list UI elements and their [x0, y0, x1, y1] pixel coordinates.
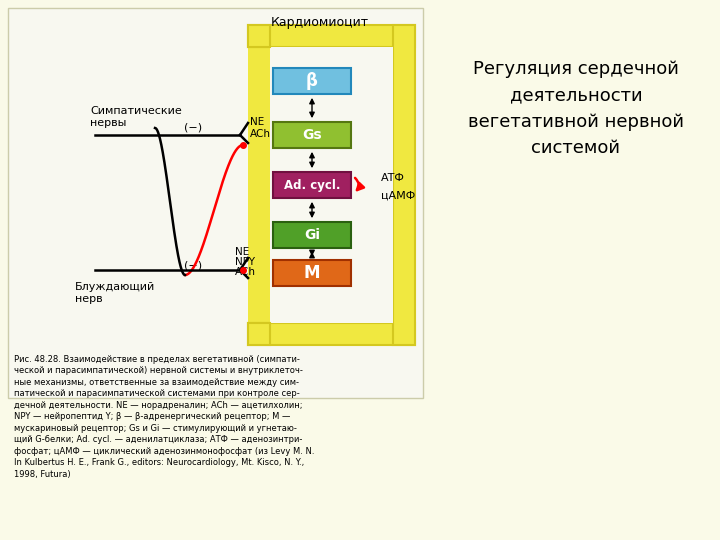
Text: Регуляция сердечной
деятельности
вегетативной нервной
системой: Регуляция сердечной деятельности вегетат… [468, 60, 684, 157]
Text: NE: NE [250, 117, 264, 127]
Text: NPY: NPY [235, 257, 255, 267]
FancyBboxPatch shape [273, 222, 351, 248]
Text: β: β [306, 72, 318, 90]
Polygon shape [248, 323, 415, 345]
FancyBboxPatch shape [273, 172, 351, 198]
Polygon shape [248, 25, 415, 47]
Text: ACh: ACh [235, 267, 256, 277]
Text: (−): (−) [184, 260, 202, 270]
FancyBboxPatch shape [273, 260, 351, 286]
Text: NE: NE [235, 247, 249, 257]
FancyBboxPatch shape [273, 68, 351, 94]
Text: ACh: ACh [250, 129, 271, 139]
Text: Gi: Gi [304, 228, 320, 242]
Text: Кардиомиоцит: Кардиомиоцит [271, 16, 369, 29]
Text: Симпатические
нервы: Симпатические нервы [90, 106, 181, 127]
Text: (−): (−) [184, 122, 202, 132]
FancyBboxPatch shape [8, 8, 423, 398]
Polygon shape [248, 323, 270, 345]
Text: Блуждающий
нерв: Блуждающий нерв [75, 282, 156, 303]
Text: АТФ: АТФ [381, 173, 405, 183]
Text: Ad. cycl.: Ad. cycl. [284, 179, 341, 192]
Polygon shape [248, 47, 393, 323]
Text: Рис. 48.28. Взаимодействие в пределах вегетативной (симпати-
ческой и парасимпат: Рис. 48.28. Взаимодействие в пределах ве… [14, 355, 315, 478]
Text: M: M [304, 264, 320, 282]
Text: Gs: Gs [302, 128, 322, 142]
FancyBboxPatch shape [273, 122, 351, 148]
Polygon shape [393, 25, 415, 345]
Polygon shape [270, 47, 393, 323]
Polygon shape [248, 25, 270, 47]
FancyArrowPatch shape [355, 178, 364, 190]
Text: цАМФ: цАМФ [381, 191, 415, 201]
